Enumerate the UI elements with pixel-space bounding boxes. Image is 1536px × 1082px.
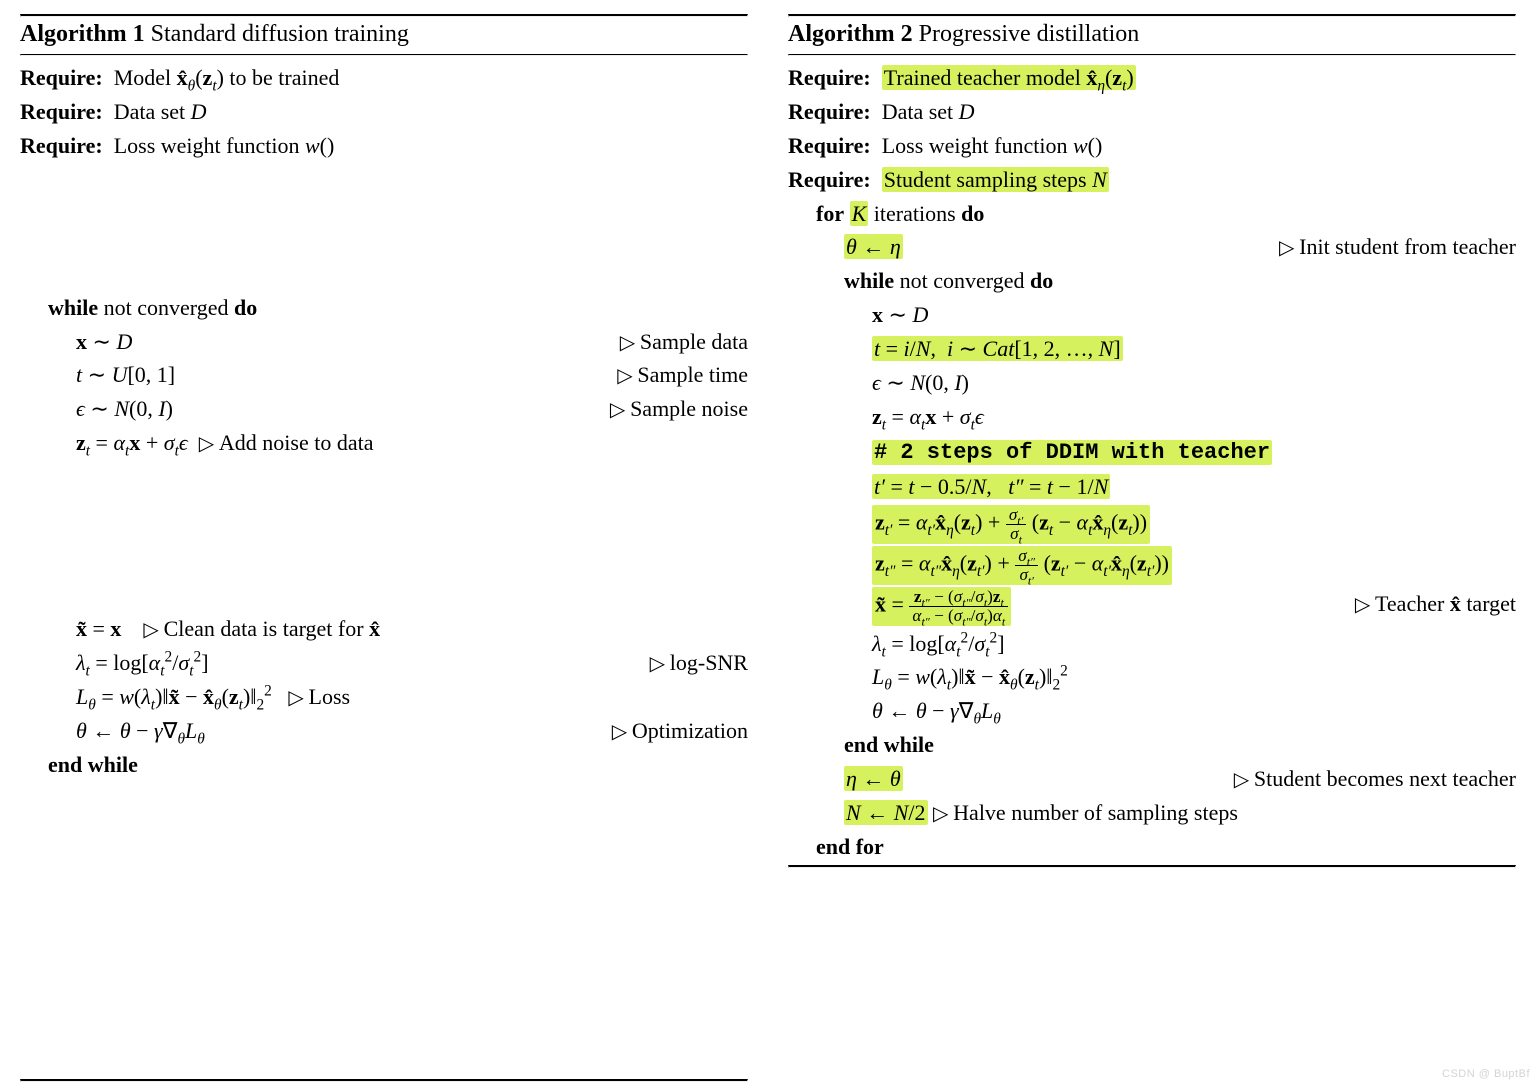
algo1-target: x̃ = x Clean data is target for x̂ [20,613,748,647]
algo2-logsnr: λt = log[αt2/σt2] [788,628,1516,662]
algo2-ztp: zt′ = αt′x̂η(zt) + σt′σt (zt − αtx̂η(zt)… [788,505,1516,546]
algo1-loss: Lθ = w(λt)‖x̃ − x̂θ(zt)‖22 Loss [20,681,748,715]
algo1-title: Algorithm 1 Standard diffusion training [20,17,748,54]
algo1-add-noise: zt = αtx + σtϵ Add noise to data [20,427,748,461]
algo2-ztpp: zt″ = αt″x̂η(zt′) + σt″σt′ (zt′ − αt′x̂η… [788,546,1516,587]
algo2-init: θ ← η Init student from teacher [788,231,1516,265]
algo2-tprime: t′ = t − 0.5/N, t″ = t − 1/N [788,471,1516,505]
algo1-sample-time: t ∼ U[0, 1] Sample time [20,359,748,393]
algo2-while-close: end while [788,729,1516,763]
algorithm-1: Algorithm 1 Standard diffusion training … [20,14,748,1082]
algo2-sample-noise: ϵ ∼ N(0, I) [788,367,1516,401]
algo2-while-open: while not converged do [788,265,1516,299]
algo2-require-1: Require: Trained teacher model x̂η(zt) [788,62,1516,96]
algo1-body: Require: Model x̂θ(zt) to be trained Req… [20,56,748,783]
algo2-halve: N ← N/2 Halve number of sampling steps [788,797,1516,831]
algo2-sample-data: x ∼ D [788,299,1516,333]
algo1-require-1: Require: Model x̂θ(zt) to be trained [20,62,748,96]
algo2-for-open: for K iterations do [788,198,1516,232]
algo2-target: x̃ = zt″ − (σt″/σt)zt αt″ − (σt″/σt)αt T… [788,587,1516,628]
algo1-opt: θ ← θ − γ∇θLθ Optimization [20,715,748,749]
algo1-require-3: Require: Loss weight function w() [20,130,748,164]
algorithm-2: Algorithm 2 Progressive distillation Req… [788,14,1516,1082]
algo2-opt: θ ← θ − γ∇θLθ [788,695,1516,729]
algo2-ddim-header: # 2 steps of DDIM with teacher [788,435,1516,471]
algo1-name: Standard diffusion training [151,21,409,47]
algo2-for-close: end for [788,831,1516,865]
algo2-number: Algorithm 2 [788,21,913,47]
algo2-require-2: Require: Data set D [788,96,1516,130]
algo1-sample-data: x ∼ D Sample data [20,326,748,360]
algo1-number: Algorithm 1 [20,21,145,47]
algo1-while-close: end while [20,749,748,783]
rule-bottom [788,865,1516,868]
algo2-name: Progressive distillation [919,21,1140,47]
algo2-add-noise: zt = αtx + σtϵ [788,401,1516,435]
algo1-sample-noise: ϵ ∼ N(0, I) Sample noise [20,393,748,427]
algo2-require-3: Require: Loss weight function w() [788,130,1516,164]
algo2-body: Require: Trained teacher model x̂η(zt) R… [788,56,1516,865]
algo1-while-open: while not converged do [20,292,748,326]
algo2-title: Algorithm 2 Progressive distillation [788,17,1516,54]
watermark: CSDN @ BuptBf [1442,1068,1530,1080]
algo2-sample-time: t = i/N, i ∼ Cat[1, 2, …, N] [788,333,1516,367]
algo1-require-2: Require: Data set D [20,96,748,130]
algo2-promote: η ← θ Student becomes next teacher [788,763,1516,797]
algo2-loss: Lθ = w(λt)‖x̃ − x̂θ(zt)‖22 [788,661,1516,695]
algo1-logsnr: λt = log[αt2/σt2] log-SNR [20,647,748,681]
algo2-require-4: Require: Student sampling steps N [788,164,1516,198]
